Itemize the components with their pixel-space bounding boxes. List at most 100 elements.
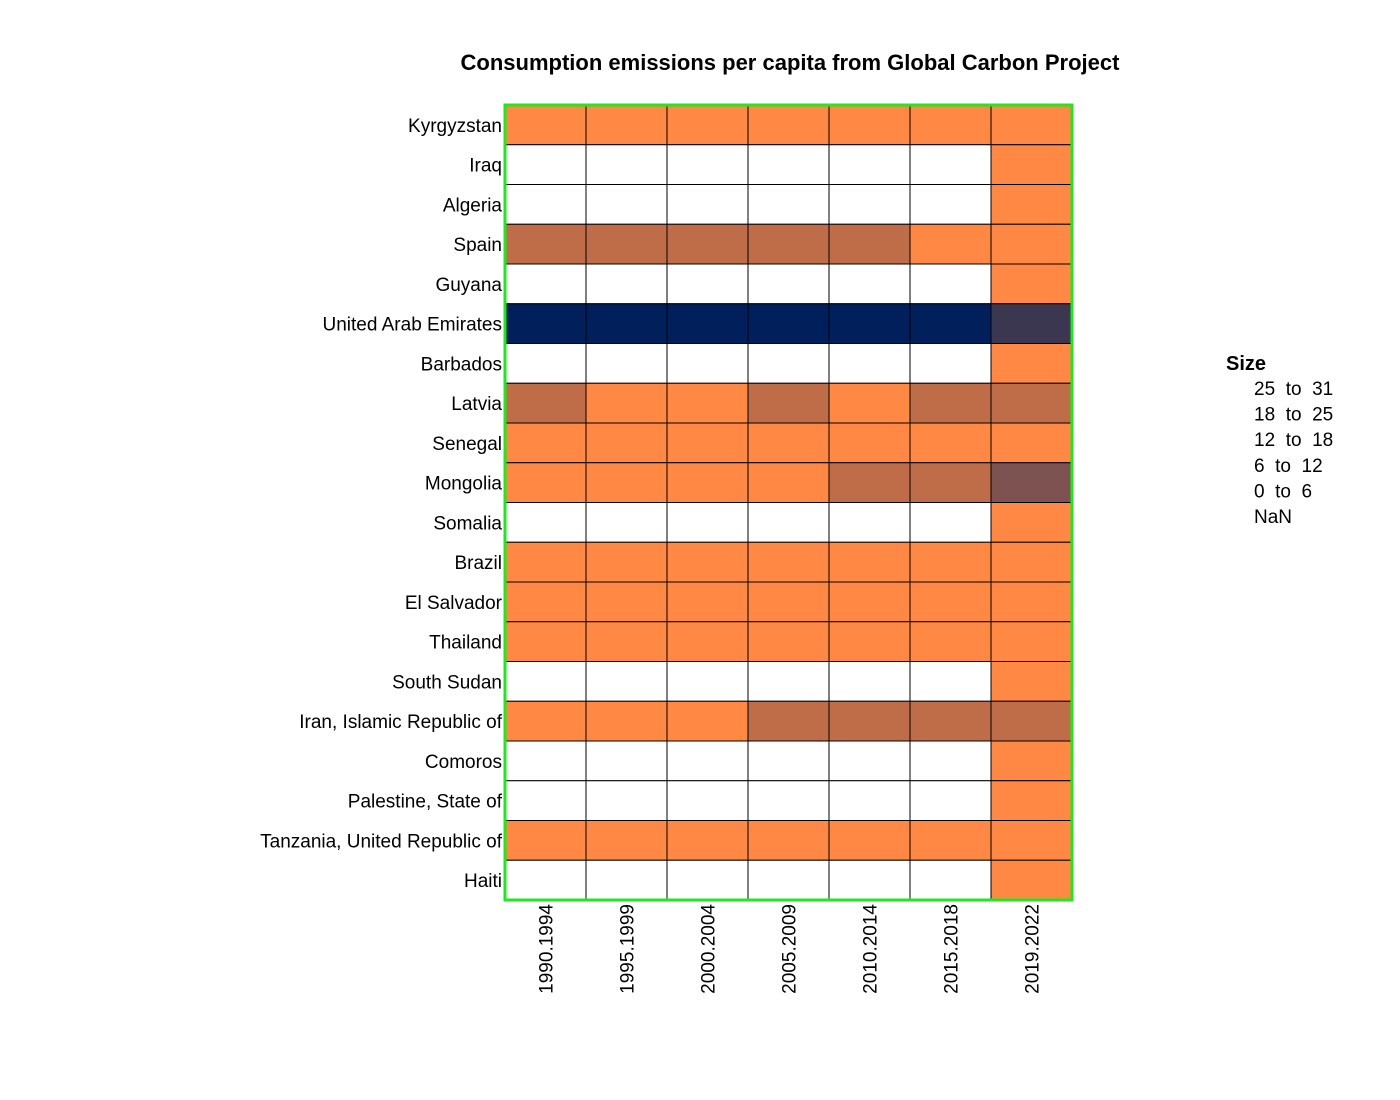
- heatmap-cell: [585, 462, 668, 503]
- heatmap-cell: [504, 223, 587, 265]
- heatmap-cell: [585, 700, 668, 742]
- heatmap-cell: [504, 303, 587, 344]
- heatmap-cell: [585, 780, 668, 821]
- heatmap-cell: [747, 303, 830, 344]
- heatmap-cell: [504, 422, 587, 464]
- heatmap-cell: [828, 502, 911, 543]
- heatmap-cell: [990, 541, 1073, 583]
- heatmap-cell: [585, 502, 668, 543]
- heatmap-cell: [504, 502, 587, 543]
- heatmap-cell: [666, 541, 749, 583]
- heatmap-cell: [585, 422, 668, 464]
- heatmap-cell: [990, 859, 1073, 901]
- heatmap-cell: [666, 462, 749, 503]
- row-label: Tanzania, United Republic of: [260, 831, 503, 852]
- heatmap-cell: [828, 144, 911, 185]
- heatmap-cell: [666, 859, 749, 901]
- heatmap-cell: [909, 422, 992, 464]
- heatmap-cell: [909, 263, 992, 305]
- heatmap-cell: [585, 382, 668, 424]
- heatmap-cell: [828, 382, 911, 424]
- heatmap-cell: [666, 303, 749, 344]
- row-label: Latvia: [451, 394, 502, 415]
- heatmap-cell: [990, 820, 1073, 861]
- heatmap-cell: [990, 581, 1073, 623]
- legend-entry: 6 to 12: [1254, 456, 1323, 477]
- heatmap-cell: [990, 144, 1073, 185]
- heatmap-cell: [504, 104, 587, 146]
- heatmap-cell: [828, 621, 911, 662]
- heatmap-cell: [747, 581, 830, 623]
- column-labels: 1990.1994 1995.1999 2000.2004 2005.2009 2010…: [537, 904, 1044, 994]
- heatmap-cell: [747, 422, 830, 464]
- heatmap-cell: [828, 581, 911, 623]
- heatmap-cell: [990, 462, 1073, 503]
- heatmap-cell: [828, 343, 911, 384]
- heatmap-cell: [990, 661, 1073, 702]
- heatmap-cell: [990, 382, 1073, 424]
- heatmap-cell: [909, 144, 992, 185]
- heatmap-cell: [666, 343, 749, 384]
- heatmap-cell: [909, 780, 992, 821]
- heatmap-cell: [504, 343, 587, 384]
- heatmap-cell: [747, 144, 830, 185]
- heatmap-cell: [504, 700, 587, 742]
- heatmap-cell: [990, 422, 1073, 464]
- heatmap-cell: [666, 104, 749, 146]
- heatmap-cell: [828, 462, 911, 503]
- heatmap-cell: [828, 780, 911, 821]
- heatmap-cell: [666, 780, 749, 821]
- heatmap-cell: [666, 223, 749, 265]
- heatmap-cell: [990, 343, 1073, 384]
- heatmap-cell: [909, 541, 992, 583]
- heatmap-cell: [909, 343, 992, 384]
- heatmap-cell: [666, 700, 749, 742]
- heatmap-cell: [504, 780, 587, 821]
- heatmap-cell: [585, 621, 668, 662]
- row-label: Brazil: [454, 553, 502, 574]
- legend-title: Size: [1226, 353, 1266, 375]
- heatmap-cell: [585, 581, 668, 623]
- legend-entry: 18 to 25: [1254, 405, 1333, 426]
- column-label: 2005.2009: [780, 904, 801, 994]
- row-label: Palestine, State of: [348, 792, 503, 813]
- heatmap-cell: [909, 184, 992, 225]
- heatmap-cell: [990, 104, 1073, 146]
- column-label: 2000.2004: [699, 904, 720, 994]
- heatmap-cell: [747, 820, 830, 861]
- row-label: Comoros: [425, 752, 502, 773]
- heatmap-cell: [990, 263, 1073, 305]
- heatmap-cell: [504, 382, 587, 424]
- heatmap-cell: [990, 740, 1073, 782]
- row-label: United Arab Emirates: [322, 315, 502, 336]
- heatmap-cell: [909, 462, 992, 503]
- heatmap-cell: [504, 740, 587, 782]
- legend-entry: 12 to 18: [1254, 430, 1333, 451]
- legend: Size 25 to 31 18 to 25 12 to 18 6 to 12 0 to…: [1226, 353, 1333, 528]
- row-label: Algeria: [443, 195, 503, 216]
- heatmap-cell: [504, 820, 587, 861]
- heatmap-cell: [909, 104, 992, 146]
- heatmap-cell: [990, 223, 1073, 265]
- heatmap-cell: [828, 859, 911, 901]
- heatmap-cell: [666, 661, 749, 702]
- heatmap-cell: [585, 184, 668, 225]
- heatmap-cell: [747, 104, 830, 146]
- heatmap-cell: [666, 740, 749, 782]
- heatmap-cell: [990, 700, 1073, 742]
- row-label: Spain: [453, 235, 502, 256]
- heatmap-cell: [666, 144, 749, 185]
- heatmap-cell: [828, 820, 911, 861]
- column-label: 1995.1999: [618, 904, 639, 994]
- row-label: Iraq: [469, 156, 502, 177]
- row-label: Senegal: [432, 434, 502, 455]
- row-label: El Salvador: [405, 593, 503, 614]
- heatmap-cell: [828, 104, 911, 146]
- heatmap-cell: [990, 780, 1073, 821]
- heatmap-cell: [747, 263, 830, 305]
- row-label: Mongolia: [425, 474, 503, 495]
- heatmap-cell: [585, 343, 668, 384]
- heatmap-cell: [909, 223, 992, 265]
- heatmap-cell: [504, 263, 587, 305]
- heatmap-cell: [909, 820, 992, 861]
